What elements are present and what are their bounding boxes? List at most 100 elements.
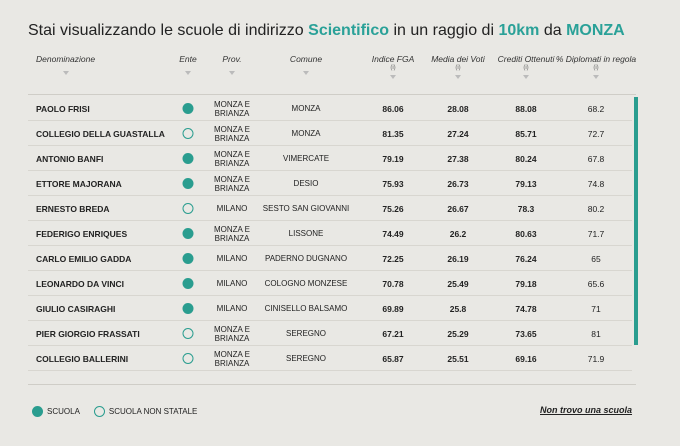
info-icon[interactable]: (i) [593,65,599,71]
legend: SCUOLA SCUOLA NON STATALE [32,406,211,417]
diplomati-in-regola: 67.8 [587,153,605,164]
diplomati-in-regola: 74.8 [587,178,605,189]
ente-cell [182,271,194,296]
school-name[interactable]: PIER GIORGIO FRASSATI [36,328,140,339]
table-row[interactable]: CARLO EMILIO GADDA MILANO PADERNO DUGNANO 7… [28,246,632,271]
info-icon[interactable]: (i) [390,65,396,71]
media-voti: 25.8 [449,303,467,314]
footer-divider [28,384,636,385]
info-icon[interactable]: (i) [455,65,461,71]
header-prov[interactable]: Prov. [222,54,242,64]
comune: MONZA [291,129,321,138]
not-found-link[interactable]: Non trovo una scuola [540,405,633,415]
table-row[interactable]: FEDERIGO ENRIQUES MONZA E BRIANZA LISSONE 7… [28,221,632,246]
ente-cell [182,296,194,321]
diplomati-in-regola: 68.2 [587,103,605,114]
table-row[interactable]: GIULIO CASIRAGHI MILANO CINISELLO BALSAMO 6… [28,296,632,321]
school-name[interactable]: FEDERIGO ENRIQUES [36,228,128,239]
media-voti: 27.38 [447,153,469,164]
provincia: MONZA E BRIANZA [213,324,250,343]
school-name[interactable]: CARLO EMILIO GADDA [36,253,132,264]
table-row[interactable]: PIER GIORGIO FRASSATI MONZA E BRIANZA SERE… [28,321,632,346]
sort-voti-icon[interactable] [455,75,461,79]
school-name[interactable]: COLLEGIO DELLA GUASTALLA [36,128,165,139]
header-voti[interactable]: Media dei Voti (i) [431,54,485,71]
diplomati-in-regola: 71 [591,303,601,314]
table-row[interactable]: PAOLO FRISI MONZA E BRIANZA MONZA 86.06 28.0… [28,96,632,121]
header-fga[interactable]: Indice FGA (i) [372,54,415,71]
empty-circle-icon [182,128,194,139]
provincia: MONZA E BRIANZA [213,349,250,368]
legend-item-scuola: SCUOLA [32,406,80,417]
legend-label-scuola: SCUOLA [47,407,80,416]
table-row[interactable]: ERNESTO BREDA MILANO SESTO SAN GIOVANNI 75.… [28,196,632,221]
media-voti: 27.24 [447,128,469,139]
indice-fga: 65.87 [382,353,404,364]
crediti-ottenuti: 76.24 [515,253,537,264]
table-row[interactable]: LEONARDO DA VINCI MILANO COLOGNO MONZESE 70… [28,271,632,296]
table-row[interactable]: COLLEGIO DELLA GUASTALLA MONZA E BRIANZA M… [28,121,632,146]
school-name[interactable]: ERNESTO BREDA [36,203,110,214]
school-name[interactable]: PAOLO FRISI [36,103,90,114]
sort-denominazione-icon[interactable] [63,71,69,75]
header-comune[interactable]: Comune [289,54,323,64]
header-denominazione[interactable]: Denominazione [36,54,96,64]
header-crediti[interactable]: Crediti Ottenuti (i) [498,54,555,71]
ente-cell [182,246,194,271]
provincia: MONZA E BRIANZA [213,149,250,168]
school-name[interactable]: LEONARDO DA VINCI [36,278,124,289]
comune: PADERNO DUGNANO [264,254,348,263]
provincia: MILANO [216,204,248,213]
indice-fga: 72.25 [382,253,404,264]
title-raggio: 10km [498,22,540,39]
filled-circle-icon [182,303,194,314]
sort-prov-icon[interactable] [229,71,235,75]
ente-cell [182,96,194,121]
ente-cell [182,321,194,346]
table-scrollbar[interactable] [634,97,638,345]
sort-crediti-icon[interactable] [523,75,529,79]
school-name[interactable]: ETTORE MAJORANA [36,178,122,189]
title-indirizzo: Scientifico [308,22,390,39]
school-name[interactable]: ANTONIO BANFI [36,153,104,164]
crediti-ottenuti: 74.78 [515,303,537,314]
media-voti: 25.29 [447,328,469,339]
media-voti: 25.51 [447,353,469,364]
filled-circle-icon [182,103,194,114]
table-row[interactable]: ETTORE MAJORANA MONZA E BRIANZA DESIO 75.93… [28,171,632,196]
school-name[interactable]: GIULIO CASIRAGHI [36,303,116,314]
indice-fga: 67.21 [382,328,404,339]
empty-circle-icon [182,353,194,364]
sort-comune-icon[interactable] [303,71,309,75]
filled-circle-icon [182,228,194,239]
header-diplomati[interactable]: % Diplomati in regola (i) [556,54,636,71]
empty-circle-icon [93,406,105,417]
header-ente[interactable]: Ente [179,54,197,64]
diplomati-in-regola: 81 [591,328,601,339]
indice-fga: 69.89 [382,303,404,314]
ente-cell [182,196,194,221]
crediti-ottenuti: 88.08 [515,103,537,114]
diplomati-in-regola: 65.6 [587,278,605,289]
ente-cell [182,221,194,246]
filled-circle-icon [182,153,194,164]
school-name[interactable]: COLLEGIO BALLERINI [36,353,129,364]
table-row[interactable]: COLLEGIO BALLERINI MONZA E BRIANZA SEREGNO… [28,346,632,371]
filled-circle-icon [182,178,194,189]
sort-ente-icon[interactable] [185,71,191,75]
info-icon[interactable]: (i) [523,65,529,71]
crediti-ottenuti: 69.16 [515,353,537,364]
provincia: MILANO [216,279,248,288]
crediti-ottenuti: 79.18 [515,278,537,289]
media-voti: 26.67 [447,203,469,214]
indice-fga: 75.93 [382,178,404,189]
table-row[interactable]: ANTONIO BANFI MONZA E BRIANZA VIMERCATE 79.… [28,146,632,171]
sort-diplomati-icon[interactable] [593,75,599,79]
sort-fga-icon[interactable] [390,75,396,79]
ente-cell [182,146,194,171]
schools-table: PAOLO FRISI MONZA E BRIANZA MONZA 86.06 28.0… [28,96,632,371]
crediti-ottenuti: 78.3 [517,203,535,214]
indice-fga: 86.06 [382,103,404,114]
provincia: MILANO [216,254,248,263]
title-mid: in un raggio di [389,22,499,39]
